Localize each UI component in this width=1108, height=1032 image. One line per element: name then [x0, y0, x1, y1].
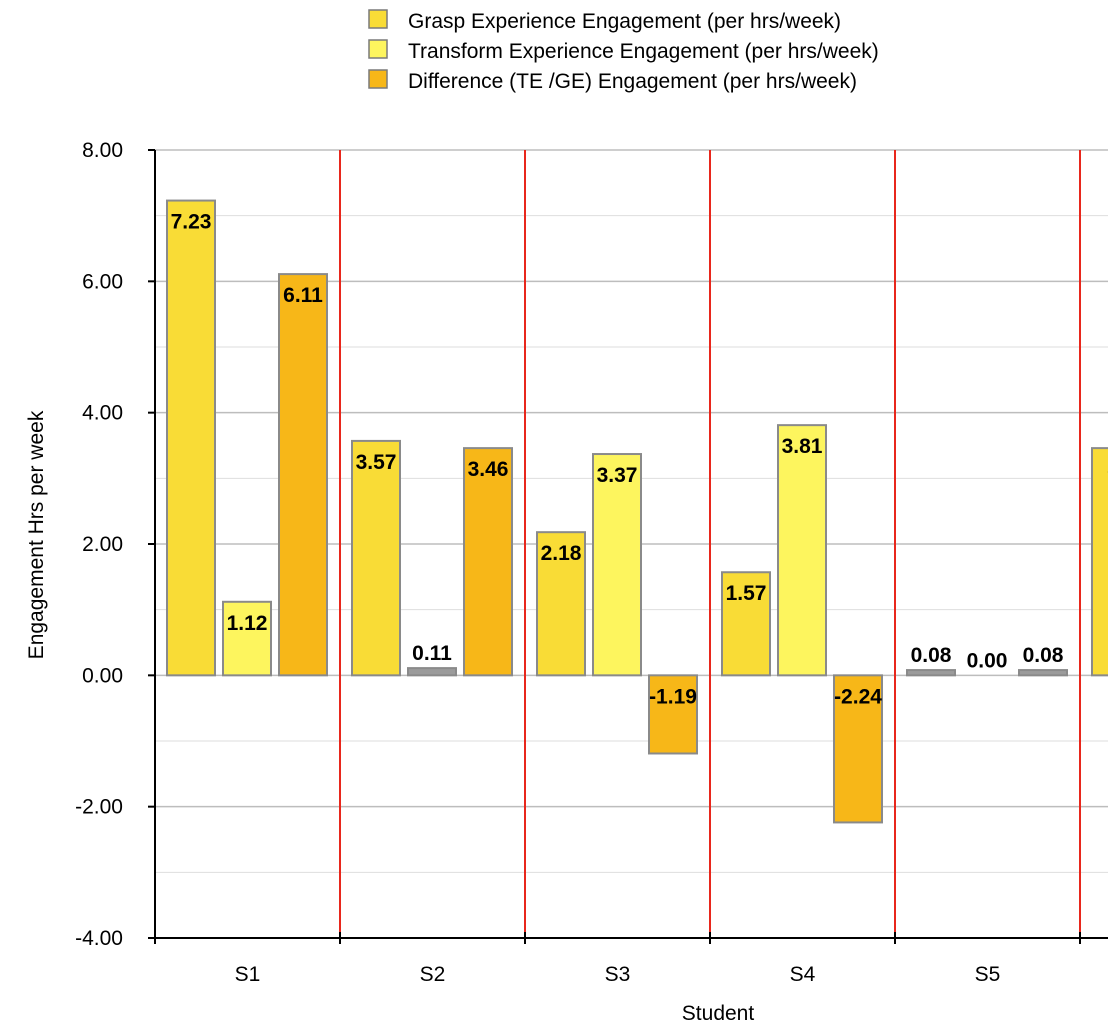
x-tick-label: S1	[235, 963, 261, 986]
data-label: 0.00	[967, 649, 1008, 672]
bar-s1-series-2	[222, 600, 272, 677]
bar-s3-series-3	[648, 674, 698, 755]
bar-s3-series-2	[592, 453, 642, 677]
y-tick-label: 6.00	[82, 270, 123, 293]
legend-swatch	[368, 9, 388, 29]
bar-s5-series-1	[906, 669, 956, 677]
bar-s3-series-1	[536, 531, 586, 677]
data-label: 3.81	[782, 435, 823, 458]
y-tick-label: 2.00	[82, 533, 123, 556]
legend-entry: Transform Experience Engagement (per hrs…	[408, 40, 879, 63]
legend-entry: Grasp Experience Engagement (per hrs/wee…	[408, 10, 841, 33]
bar-s4-series-3	[833, 674, 883, 824]
y-tick-label: -2.00	[75, 796, 123, 819]
data-label: 2.18	[541, 542, 582, 565]
x-tick-label: S4	[790, 963, 816, 986]
legend-entry: Difference (TE /GE) Engagement (per hrs/…	[408, 70, 857, 93]
data-label: 7.23	[171, 211, 212, 234]
data-label: -2.24	[834, 685, 882, 708]
y-tick-label: 0.00	[82, 664, 123, 687]
bar-s2-series-3	[463, 447, 513, 677]
bar-s5-series-3	[1018, 669, 1068, 677]
bar-s1-series-3	[278, 273, 328, 677]
bar-s4-series-1	[721, 571, 771, 677]
bar-s2-series-2	[407, 667, 457, 677]
data-label: 0.11	[412, 642, 452, 665]
data-label: 3.57	[356, 451, 397, 474]
bar-s2-series-1	[351, 439, 401, 677]
data-label: 3.37	[597, 464, 638, 487]
x-tick-label: S3	[605, 963, 631, 986]
category-separators	[339, 150, 1081, 938]
y-axis-title: Engagement Hrs per week	[25, 410, 48, 659]
data-label: 3.46	[468, 458, 509, 481]
axes: 8.00 6.00 4.00 2.00 0.00 -2.00 -4.00 S1 S2 S3 S4 S5	[75, 139, 1108, 986]
data-label: 0.08	[1023, 644, 1064, 667]
x-tick-label: S5	[975, 963, 1001, 986]
x-tick-label: S2	[420, 963, 446, 986]
bar-s1-series-1	[166, 199, 216, 677]
x-axis-title: Student	[682, 1002, 755, 1025]
y-tick-label: 4.00	[82, 402, 123, 425]
bars	[166, 199, 1108, 824]
y-tick-label: 8.00	[82, 139, 123, 162]
bar-s4-series-2	[777, 424, 827, 677]
y-tick-label: -4.00	[75, 927, 123, 950]
data-label: 1.57	[726, 582, 767, 605]
data-label: 0.08	[911, 644, 952, 667]
legend: Grasp Experience Engagement (per hrs/wee…	[368, 9, 879, 93]
data-labels: 7.23 1.12 6.11 3.57 0.11 3.46 2.18 3.37 -1.19 1.5…	[171, 211, 1108, 709]
data-label: 6.11	[283, 284, 323, 307]
legend-swatch	[368, 39, 388, 59]
bar-s6-series-1	[1091, 447, 1108, 677]
legend-swatch	[368, 69, 388, 89]
data-label: -1.19	[649, 685, 697, 708]
data-label: 1.12	[227, 612, 268, 635]
